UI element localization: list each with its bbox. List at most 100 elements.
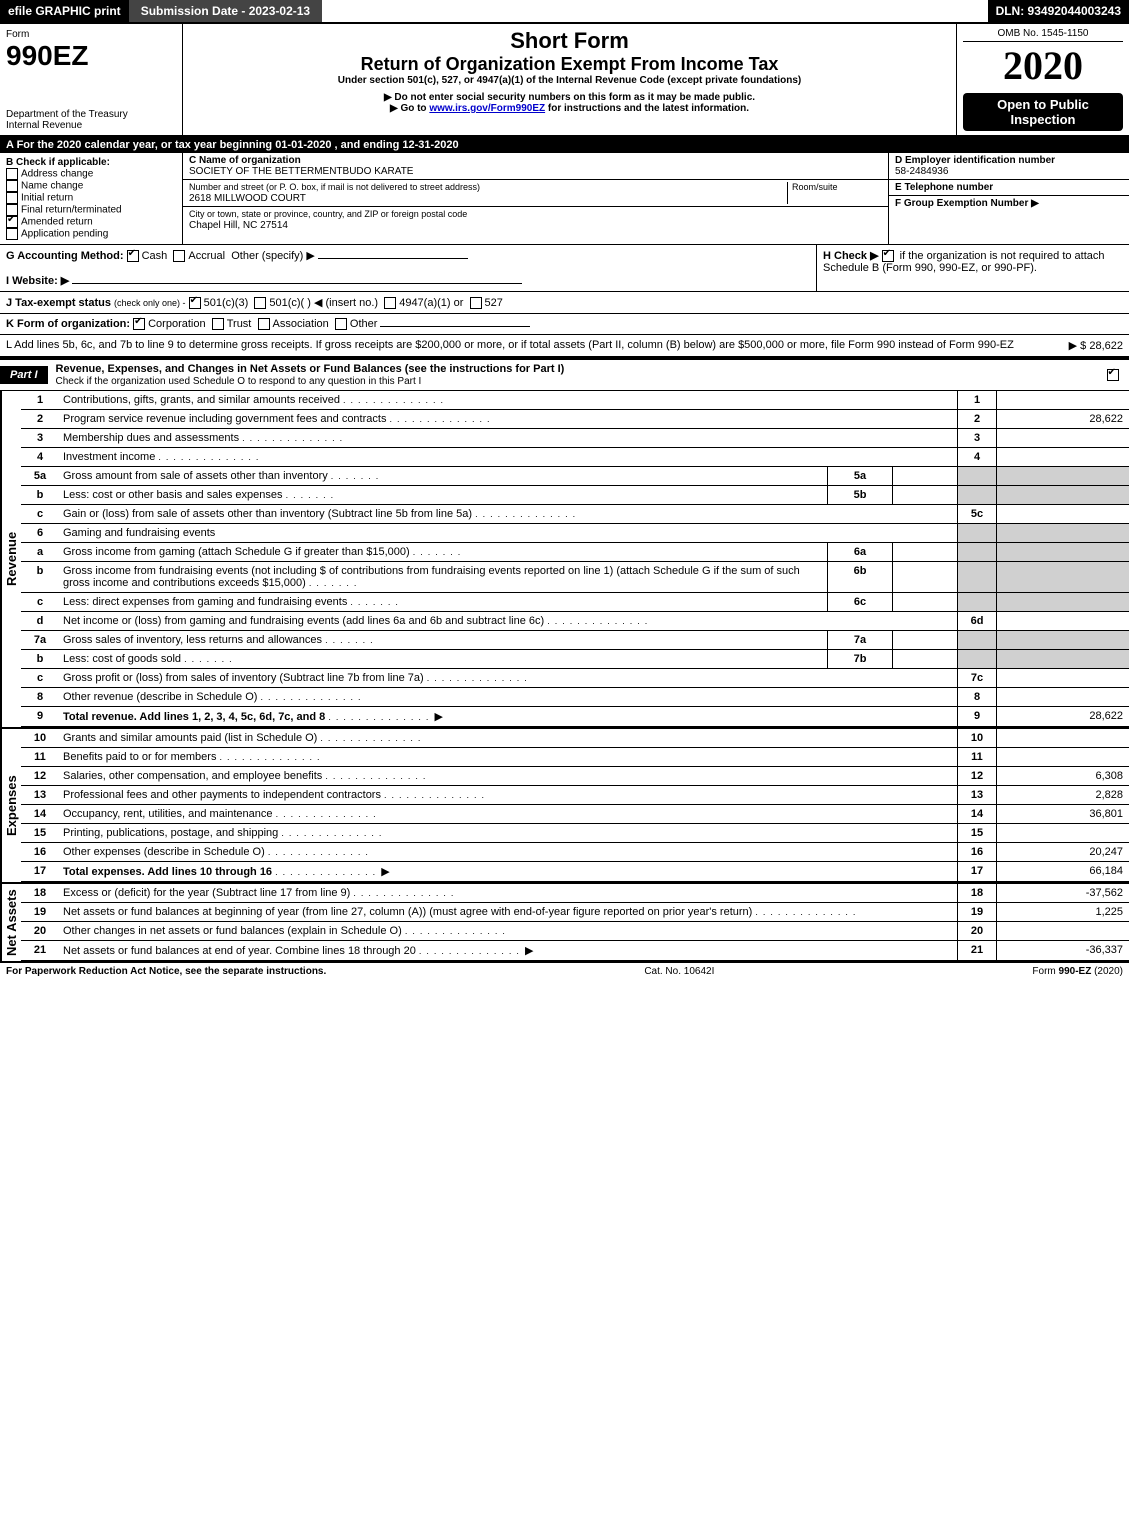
check-b-checkbox[interactable] (6, 180, 18, 192)
check-b-checkbox[interactable] (6, 168, 18, 180)
check-b-text: Name change (21, 181, 83, 192)
line-num: 14 (21, 805, 59, 823)
line-6b: bGross income from fundraising events (n… (21, 562, 1129, 593)
j-501c-checkbox[interactable] (254, 297, 266, 309)
line-1: 1Contributions, gifts, grants, and simil… (21, 391, 1129, 410)
line-refnum-shade (957, 593, 996, 611)
line-8: 8Other revenue (describe in Schedule O) … (21, 688, 1129, 707)
j-527: 527 (485, 297, 503, 309)
line-refnum: 18 (957, 884, 996, 902)
line-refnum: 13 (957, 786, 996, 804)
check-b-text: Amended return (21, 217, 93, 228)
revenue-side-label: Revenue (0, 391, 21, 727)
line-desc: Investment income . . . . . . . . . . . … (59, 448, 957, 466)
line-amount: 36,801 (996, 805, 1129, 823)
tax-exempt-status: J Tax-exempt status (check only one) - 5… (0, 292, 1129, 314)
check-b-checkbox[interactable] (6, 228, 18, 240)
line-num: c (21, 669, 59, 687)
k-trust-checkbox[interactable] (212, 318, 224, 330)
line-amount: -36,337 (996, 941, 1129, 960)
line-desc: Gross income from fundraising events (no… (59, 562, 827, 592)
line-amount (996, 748, 1129, 766)
line-desc: Net income or (loss) from gaming and fun… (59, 612, 957, 630)
line-num: 18 (21, 884, 59, 902)
line-subnum: 6b (827, 562, 892, 592)
line-amount-shade (996, 543, 1129, 561)
line-refnum: 7c (957, 669, 996, 687)
line-7b: bLess: cost of goods sold . . . . . . .7… (21, 650, 1129, 669)
part1-schedule-o-checkbox[interactable] (1107, 369, 1119, 381)
j-527-checkbox[interactable] (470, 297, 482, 309)
line-desc: Benefits paid to or for members . . . . … (59, 748, 957, 766)
k-assoc-checkbox[interactable] (258, 318, 270, 330)
title-return: Return of Organization Exempt From Incom… (189, 54, 950, 75)
line-refnum: 14 (957, 805, 996, 823)
line-desc: Less: direct expenses from gaming and fu… (59, 593, 827, 611)
line-6d: dNet income or (loss) from gaming and fu… (21, 612, 1129, 631)
j-4947: 4947(a)(1) or (399, 297, 463, 309)
line-num: 13 (21, 786, 59, 804)
line-num: c (21, 593, 59, 611)
j-501c3-checkbox[interactable] (189, 297, 201, 309)
check-b-text: Initial return (21, 193, 73, 204)
line-desc: Net assets or fund balances at beginning… (59, 903, 957, 921)
line-refnum: 20 (957, 922, 996, 940)
check-b-checkbox[interactable] (6, 216, 18, 228)
j-label: J Tax-exempt status (6, 297, 111, 309)
footer-mid: Cat. No. 10642I (644, 966, 714, 977)
line-7a: 7aGross sales of inventory, less returns… (21, 631, 1129, 650)
line-num: b (21, 486, 59, 504)
line-refnum-shade (957, 467, 996, 485)
line-desc: Less: cost or other basis and sales expe… (59, 486, 827, 504)
line-subamt (892, 650, 957, 668)
line-20: 20Other changes in net assets or fund ba… (21, 922, 1129, 941)
line-num: d (21, 612, 59, 630)
line-amount (996, 669, 1129, 687)
accounting-method: G Accounting Method: Cash Accrual Other … (0, 245, 816, 291)
check-b-item: Name change (6, 180, 176, 192)
line-refnum: 12 (957, 767, 996, 785)
line-num: 4 (21, 448, 59, 466)
accrual-checkbox[interactable] (173, 250, 185, 262)
check-b-item: Application pending (6, 228, 176, 240)
j-501c: 501(c)( ) ◀ (insert no.) (269, 297, 378, 309)
line-15: 15Printing, publications, postage, and s… (21, 824, 1129, 843)
line-amount (996, 824, 1129, 842)
expenses-section: Expenses 10Grants and similar amounts pa… (0, 729, 1129, 884)
line-2: 2Program service revenue including gover… (21, 410, 1129, 429)
line-num: b (21, 562, 59, 592)
line-amount: 28,622 (996, 707, 1129, 726)
line-l: L Add lines 5b, 6c, and 7b to line 9 to … (0, 335, 1129, 358)
line-amount: -37,562 (996, 884, 1129, 902)
line-num: 3 (21, 429, 59, 447)
cash-checkbox[interactable] (127, 250, 139, 262)
line-amount-shade (996, 467, 1129, 485)
line-subamt (892, 562, 957, 592)
line-refnum: 4 (957, 448, 996, 466)
line-subnum: 6a (827, 543, 892, 561)
line-desc: Total revenue. Add lines 1, 2, 3, 4, 5c,… (59, 707, 957, 726)
line-subnum: 5a (827, 467, 892, 485)
line-desc: Gross amount from sale of assets other t… (59, 467, 827, 485)
line-desc: Gain or (loss) from sale of assets other… (59, 505, 957, 523)
k-other-checkbox[interactable] (335, 318, 347, 330)
line-desc: Other expenses (describe in Schedule O) … (59, 843, 957, 861)
line-subamt (892, 593, 957, 611)
line-amount-shade (996, 486, 1129, 504)
check-b-checkbox[interactable] (6, 192, 18, 204)
check-b-item: Amended return (6, 216, 176, 228)
line-refnum: 8 (957, 688, 996, 706)
check-b-text: Final return/terminated (21, 205, 122, 216)
line-amount-shade (996, 562, 1129, 592)
irs-link[interactable]: www.irs.gov/Form990EZ (429, 103, 545, 114)
line-18: 18Excess or (deficit) for the year (Subt… (21, 884, 1129, 903)
line-6: 6Gaming and fundraising events (21, 524, 1129, 543)
line-num: 1 (21, 391, 59, 409)
line-refnum: 3 (957, 429, 996, 447)
j-4947-checkbox[interactable] (384, 297, 396, 309)
k-corp-checkbox[interactable] (133, 318, 145, 330)
group-label: F Group Exemption Number ▶ (895, 198, 1039, 209)
line-amount (996, 688, 1129, 706)
check-h-checkbox[interactable] (882, 250, 894, 262)
submission-date: Submission Date - 2023-02-13 (129, 0, 322, 22)
